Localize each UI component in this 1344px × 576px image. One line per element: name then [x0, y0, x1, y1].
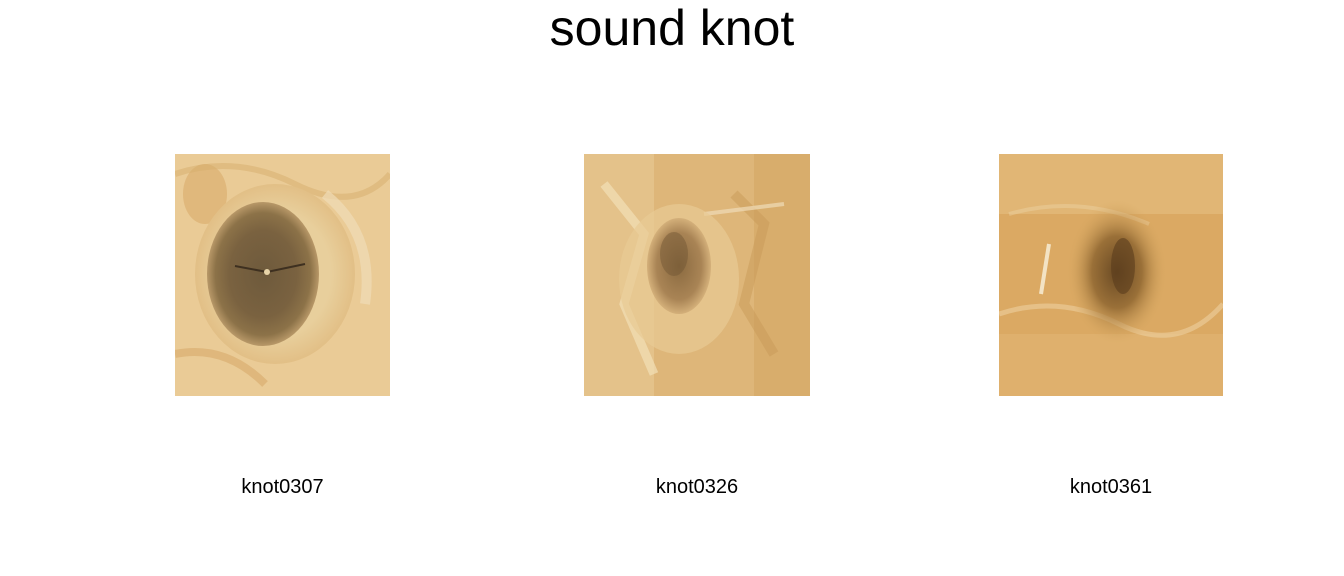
image-caption: knot0361 — [1069, 476, 1153, 498]
knot-photo-1 — [584, 154, 810, 396]
image-panel: knot0326 — [584, 0, 810, 576]
image-panel: knot0307 — [175, 0, 390, 576]
knot-image — [175, 154, 390, 396]
image-caption: knot0326 — [655, 476, 739, 498]
knot-photo-2 — [999, 154, 1223, 396]
knot-image — [999, 154, 1223, 396]
image-panel: knot0361 — [999, 0, 1223, 576]
image-caption: knot0307 — [241, 476, 324, 498]
page-title: sound knot — [549, 0, 795, 56]
knot-photo-0 — [175, 154, 390, 396]
knot-image — [584, 154, 810, 396]
